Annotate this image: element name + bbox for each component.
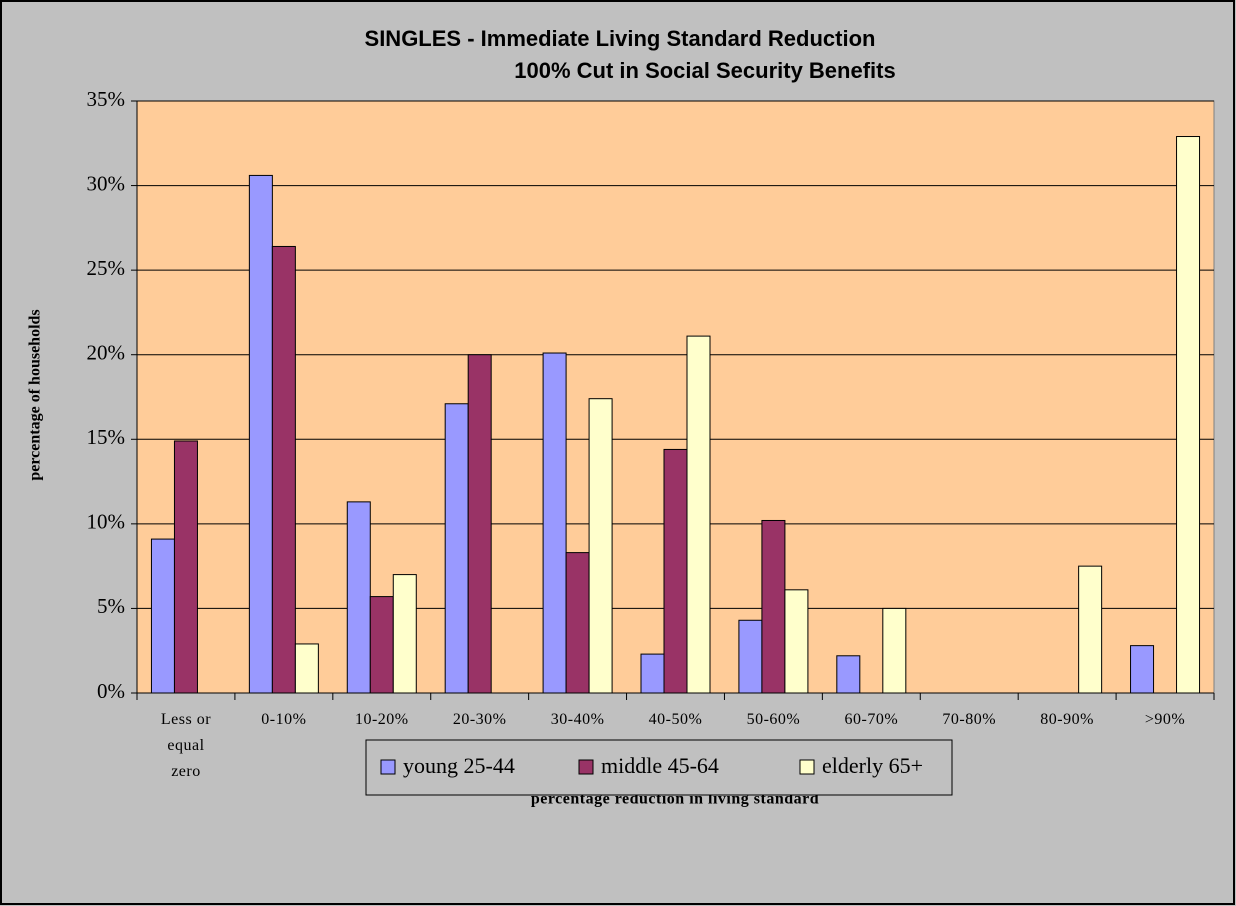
bar	[1078, 565, 1103, 694]
y-tick-label: 10%	[87, 510, 126, 534]
y-axis-label: percentage of households	[27, 309, 44, 480]
chart-title: SINGLES - Immediate Living Standard Redu…	[365, 26, 876, 51]
bar	[271, 245, 296, 694]
y-tick-label: 15%	[87, 425, 126, 449]
y-tick-label: 35%	[87, 87, 126, 111]
bar	[640, 653, 665, 694]
x-tick-label: Less or equal zero	[160, 711, 212, 780]
legend-label: middle 45-64	[601, 753, 719, 778]
y-tick-label: 20%	[87, 341, 126, 365]
bar	[173, 440, 198, 694]
x-tick-label: >90%	[1144, 711, 1186, 728]
bar	[248, 174, 273, 694]
y-tick-label: 5%	[97, 594, 125, 618]
x-tick-label: 0-10%	[261, 711, 307, 728]
y-tick-label: 25%	[87, 256, 126, 280]
x-tick-label: 80-90%	[1040, 711, 1094, 728]
bar	[150, 538, 175, 694]
x-tick-label: 60-70%	[844, 711, 899, 728]
legend-box	[365, 739, 953, 796]
legend-swatch	[380, 759, 396, 775]
x-tick-label: 30-40%	[550, 711, 605, 728]
y-tick-label: 30%	[87, 171, 126, 195]
bar	[346, 501, 371, 694]
bar	[761, 519, 786, 694]
bar	[1130, 645, 1155, 694]
bar	[836, 655, 861, 694]
legend-label: elderly 65+	[822, 753, 923, 778]
bar	[1176, 136, 1201, 694]
bar	[565, 552, 590, 694]
x-tick-label: 20-30%	[452, 711, 507, 728]
bar	[542, 352, 567, 694]
chart-subtitle: 100% Cut in Social Security Benefits	[514, 58, 895, 83]
bar	[369, 596, 394, 694]
bar	[882, 607, 907, 694]
x-tick-label: 70-80%	[942, 711, 997, 728]
bar	[784, 589, 809, 694]
x-tick-label: 40-50%	[648, 711, 703, 728]
bar	[588, 398, 613, 694]
bar	[467, 354, 492, 694]
bar	[444, 403, 469, 694]
legend-swatch	[578, 759, 594, 775]
legend-swatch	[799, 759, 815, 775]
x-tick-label: 50-60%	[746, 711, 801, 728]
bar	[686, 335, 711, 694]
bar	[294, 643, 319, 694]
legend-label: young 25-44	[403, 753, 515, 778]
bar	[392, 574, 417, 694]
y-tick-label: 0%	[97, 679, 125, 703]
x-tick-label: 10-20%	[354, 711, 409, 728]
bar	[663, 448, 688, 694]
bar	[738, 619, 763, 694]
